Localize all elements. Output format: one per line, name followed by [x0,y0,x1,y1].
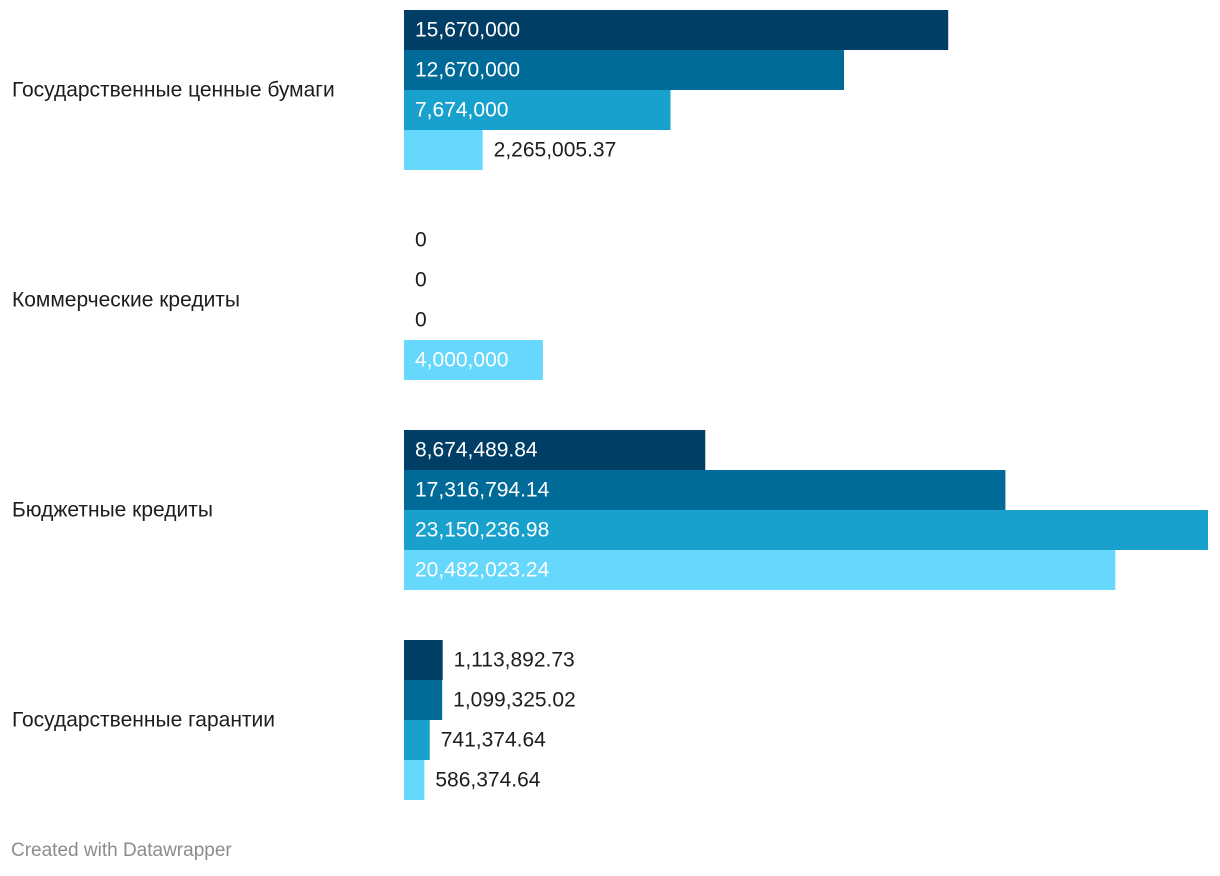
value-label: 8,674,489.84 [415,439,538,462]
value-label: 0 [415,269,427,292]
value-label: 0 [415,309,427,332]
bar [404,550,1116,590]
bar [404,760,425,800]
bar [404,680,443,720]
category-label: Государственные ценные бумаги [12,79,335,102]
value-label: 741,374.64 [441,729,546,752]
bar [404,90,671,130]
value-label: 23,150,236.98 [415,519,549,542]
grouped-bar-chart: Государственные ценные бумаги 15,670,000 1… [12,10,1208,800]
value-label: 15,670,000 [415,19,520,42]
value-label: 1,113,892.73 [454,649,575,672]
bar [404,720,430,760]
credit-text: Created with Datawrapper [11,840,232,861]
bar [404,10,949,50]
value-label: 7,674,000 [415,99,508,122]
value-label: 20,482,023.24 [415,559,550,582]
category-label: Бюджетные кредиты [12,499,213,522]
category-label: Государственные гарантии [12,709,275,732]
bar [404,640,443,680]
value-label: 12,670,000 [415,59,520,82]
value-label: 17,316,794.14 [415,479,550,502]
bar [404,430,706,470]
bar [404,340,543,380]
category-label: Коммерческие кредиты [12,289,240,312]
value-label: 4,000,000 [415,349,508,372]
bar [404,130,483,170]
bar [404,470,1006,510]
value-label: 2,265,005.37 [494,139,617,162]
value-label: 1,099,325.02 [453,689,576,712]
value-label: 0 [415,229,427,252]
bar [404,510,1208,550]
value-label: 586,374.64 [435,769,540,792]
bar [404,50,845,90]
